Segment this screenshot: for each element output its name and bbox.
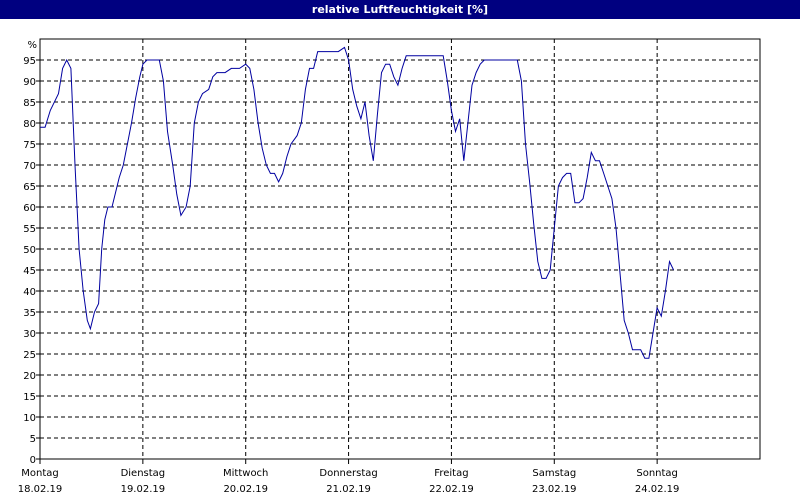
y-tick-label: 50 [23,245,36,256]
y-tick-label: 0 [30,455,36,466]
y-tick-label: 60 [23,203,36,214]
y-tick-label: 35 [23,308,36,319]
x-tick-day-label: Donnerstag [319,468,377,479]
x-tick-day-label: Sonntag [636,468,678,479]
chart-title: relative Luftfeuchtigkeit [%] [0,0,800,19]
y-tick-label: 65 [23,182,36,193]
x-tick-date-label: 24.02.19 [635,484,680,495]
x-tick-day-label: Mittwoch [223,468,268,479]
x-tick-date-label: 21.02.19 [326,484,371,495]
y-tick-label: 45 [23,266,36,277]
humidity-series-line [40,46,675,359]
x-tick-date-label: 18.02.19 [18,484,63,495]
y-tick-label: 5 [30,434,36,445]
y-tick-label: 70 [23,161,36,172]
x-tick-date-label: 22.02.19 [429,484,474,495]
y-tick-label: 15 [23,392,36,403]
x-tick-date-label: 20.02.19 [223,484,268,495]
x-tick-day-label: Samstag [532,468,576,479]
x-tick-day-label: Dienstag [121,468,166,479]
y-axis-ticks: 0 5 10 15 20 25 30 35 40 45 50 55 60 65 70 75 80 85 90 95 [23,56,40,466]
x-axis-ticks: Montag 18.02.19 Dienstag 19.02.19 Mittwoch 20… [18,459,680,495]
y-axis-label: % [27,40,37,51]
y-tick-label: 10 [23,413,36,424]
y-tick-label: 20 [23,371,36,382]
x-tick-date-label: 19.02.19 [121,484,166,495]
x-tick-day-label: Montag [21,468,58,479]
x-tick-date-label: 23.02.19 [532,484,577,495]
y-tick-label: 95 [23,56,36,67]
grid-lines [40,39,760,459]
y-tick-label: 85 [23,98,36,109]
y-tick-label: 90 [23,77,36,88]
y-tick-label: 25 [23,350,36,361]
y-tick-label: 80 [23,119,36,130]
y-tick-label: 40 [23,287,36,298]
y-tick-label: 30 [23,329,36,340]
y-tick-label: 55 [23,224,36,235]
x-tick-day-label: Freitag [434,468,468,479]
y-tick-label: 75 [23,140,36,151]
